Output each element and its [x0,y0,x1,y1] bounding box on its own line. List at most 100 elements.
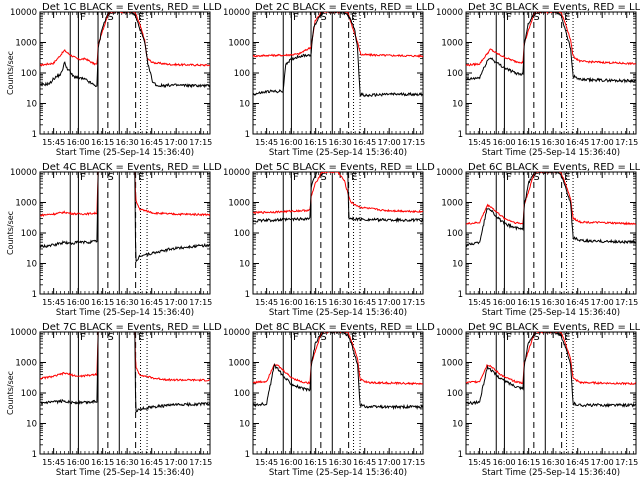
y-tick-label: 10000 [223,8,250,18]
x-tick-label: 16:15 [91,298,114,307]
y-tick-label: 1000 [441,359,463,369]
x-tick-label: 15:45 [255,138,278,147]
panel-title: Det 4C BLACK = Events, RED = LLD [42,162,222,173]
lld-series-line [253,172,423,215]
x-tick-label: 16:00 [493,458,516,467]
y-tick-label: 100 [234,69,250,79]
x-tick-label: 17:15 [402,298,425,307]
x-tick-label: 15:45 [255,298,278,307]
x-tick-label: 16:00 [280,298,303,307]
panel-title: Det 7C BLACK = Events, RED = LLD [42,322,222,333]
x-tick-label: 16:45 [566,298,589,307]
plot-frame [252,331,424,455]
x-tick-label: 17:15 [189,298,212,307]
x-tick-label: 15:45 [42,138,65,147]
y-tick-label: 1000 [15,199,37,209]
y-tick-label: 10 [26,100,37,110]
plot-frame [39,11,211,135]
x-axis-label: Start Time (25-Sep-14 15:36:40) [269,308,407,318]
marker-letter: E [138,332,144,343]
marker-letter: S [320,12,326,23]
panel-title: Det 9C BLACK = Events, RED = LLD [468,322,640,333]
x-tick-label: 16:30 [116,458,139,467]
x-tick-label: 17:15 [615,138,638,147]
plot-frame [39,171,211,295]
marker-letter: F [293,332,299,343]
panel-title: Det 5C BLACK = Events, RED = LLD [255,162,435,173]
x-tick-label: 16:15 [304,298,327,307]
y-tick-label: 100 [447,229,463,239]
panel-title: Det 6C BLACK = Events, RED = LLD [468,162,640,173]
marker-letter: F [293,172,299,183]
marker-letter: F [293,12,299,23]
y-tick-label: 1 [32,130,37,140]
y-tick-label: 10000 [436,328,463,338]
x-tick-label: 17:15 [402,458,425,467]
y-tick-label: 10 [239,420,250,430]
y-tick-label: 10 [452,100,463,110]
marker-letter: E [138,172,144,183]
y-axis-label: Counts/sec [6,371,15,415]
x-tick-label: 16:00 [493,298,516,307]
plot-frame [465,331,637,455]
marker-letter: S [533,12,539,23]
events-series-line [466,332,636,408]
y-tick-label: 1 [245,450,250,460]
y-tick-label: 100 [447,389,463,399]
panel-det-2: Det 2C BLACK = Events, RED = LLD 1 10 100 10… [223,2,435,158]
x-tick-label: 17:15 [615,298,638,307]
plot-frame [465,171,637,295]
x-tick-label: 16:30 [542,138,565,147]
x-tick-label: 17:00 [591,458,614,467]
lld-series-line [40,172,210,218]
y-tick-label: 10000 [223,328,250,338]
y-tick-label: 1000 [15,39,37,49]
y-tick-label: 10 [26,260,37,270]
plot-frame [39,331,211,455]
plot-frame [465,11,637,135]
events-series-line [466,172,636,248]
panel-title: Det 1C BLACK = Events, RED = LLD [42,2,222,13]
y-tick-label: 1 [245,290,250,300]
x-tick-label: 15:45 [42,458,65,467]
x-tick-label: 16:45 [140,138,163,147]
x-axis-label: Start Time (25-Sep-14 15:36:40) [269,468,407,478]
events-series-line [40,332,210,414]
x-tick-label: 16:30 [542,298,565,307]
lld-series-line [253,12,423,58]
x-tick-label: 15:45 [468,458,491,467]
x-tick-label: 16:45 [353,458,376,467]
x-axis-label: Start Time (25-Sep-14 15:36:40) [269,148,407,158]
x-tick-label: 17:00 [591,298,614,307]
y-tick-label: 1 [245,130,250,140]
lld-series-line [466,172,636,226]
y-axis-label: Counts/sec [6,51,15,95]
y-tick-label: 10 [26,420,37,430]
x-tick-label: 17:00 [378,298,401,307]
x-tick-label: 15:45 [255,458,278,467]
marker-letter: S [107,172,113,183]
y-tick-label: 1000 [228,39,250,49]
marker-letter: E [564,172,570,183]
panel-title: Det 2C BLACK = Events, RED = LLD [255,2,435,13]
x-tick-label: 17:15 [402,138,425,147]
y-tick-label: 1 [458,130,463,140]
x-tick-label: 15:45 [468,298,491,307]
lld-series-line [40,332,210,382]
y-tick-label: 10 [239,100,250,110]
x-tick-label: 17:00 [165,458,188,467]
plot-frame [252,11,424,135]
panel-det-4: Det 4C BLACK = Events, RED = LLD 1 10 100 10… [6,162,222,318]
x-tick-label: 17:00 [378,458,401,467]
x-tick-label: 16:00 [67,298,90,307]
x-tick-label: 16:15 [304,138,327,147]
x-tick-label: 17:15 [189,138,212,147]
lld-series-line [40,12,210,67]
marker-letter: F [80,332,86,343]
y-tick-label: 10000 [10,168,37,178]
x-tick-label: 16:45 [140,458,163,467]
x-axis-label: Start Time (25-Sep-14 15:36:40) [56,308,194,318]
x-tick-label: 16:30 [329,298,352,307]
marker-letter: S [320,172,326,183]
